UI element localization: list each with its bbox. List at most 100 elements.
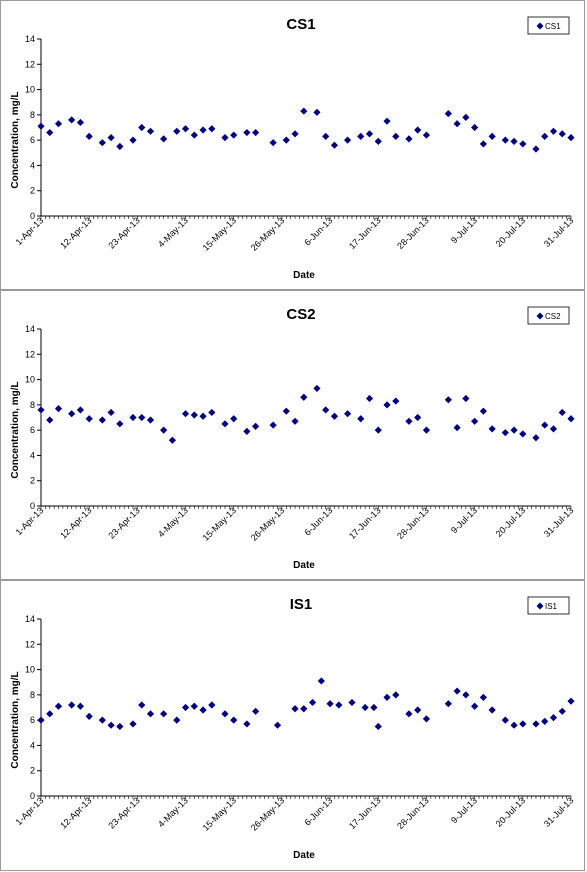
y-tick-label: 10 [25, 85, 35, 95]
data-point [453, 424, 461, 432]
data-point [138, 701, 146, 709]
data-point [510, 721, 518, 729]
legend-marker-icon [536, 602, 544, 610]
x-tick-label: 20-Jul-13 [494, 795, 528, 829]
data-point [221, 420, 229, 428]
y-tick-label: 0 [30, 211, 35, 221]
data-point [330, 412, 339, 420]
x-tick-label: 9-Jul-13 [449, 795, 479, 825]
data-point [558, 408, 566, 417]
chart-panel-is1: IS1 Concentration, mg/L Date 0 2 4 6 8 10 12 14… [0, 580, 585, 871]
data-point [308, 698, 317, 707]
data-point [252, 128, 260, 137]
legend: CS1 [527, 16, 570, 35]
data-point [322, 132, 330, 140]
data-point [160, 710, 168, 718]
data-point [173, 716, 181, 724]
data-point [357, 132, 365, 140]
x-tick-label: 26-May-13 [249, 795, 286, 832]
data-point [85, 712, 93, 720]
chart-svg-cs1: CS1 Concentration, mg/L Date 0 2 4 6 8 10 12 14… [10, 16, 576, 281]
data-point [335, 701, 343, 709]
data-point [252, 422, 260, 430]
data-point [221, 134, 229, 142]
y-axis-title: Concentration, mg/L [10, 381, 21, 478]
y-tick-label: 8 [30, 690, 35, 700]
data-point [444, 700, 452, 708]
data-point [85, 415, 93, 423]
data-point [444, 109, 452, 118]
data-point [199, 126, 207, 134]
data-point [501, 716, 509, 724]
x-tick-label: 4-May-13 [156, 215, 190, 249]
data-point [160, 135, 168, 143]
y-tick-label: 14 [25, 614, 35, 624]
x-tick-label: 6-Jun-13 [302, 795, 334, 827]
data-point [488, 132, 496, 140]
y-axis-label-group: Concentration, mg/L [10, 91, 21, 188]
data-point [181, 125, 190, 133]
x-tick-label: 12-Apr-13 [58, 505, 93, 540]
data-point [54, 405, 63, 413]
data-point [422, 715, 431, 723]
x-tick-label: 23-Apr-13 [106, 505, 141, 540]
data-point [330, 141, 339, 149]
data-point [243, 720, 251, 728]
data-point [208, 701, 216, 709]
x-tick-label: 31-Jul-13 [542, 795, 576, 829]
data-point [392, 132, 400, 140]
legend-box [527, 16, 570, 35]
data-point [46, 128, 54, 137]
data-point [374, 137, 382, 146]
legend-label: CS1 [545, 22, 561, 31]
data-point [300, 393, 308, 401]
data-point [46, 416, 54, 424]
y-tick-label: 4 [30, 450, 35, 460]
legend: IS1 [527, 596, 570, 615]
data-point [146, 127, 155, 135]
y-tick-label: 2 [30, 186, 35, 196]
y-tick-label: 8 [30, 110, 35, 120]
data-point [208, 408, 216, 417]
data-point [300, 705, 308, 713]
legend: CS2 [527, 306, 570, 325]
legend-label: IS1 [545, 602, 558, 611]
data-point [322, 406, 330, 414]
data-point [291, 130, 299, 138]
data-point [361, 703, 369, 712]
data-point [462, 113, 470, 121]
data-point [374, 426, 382, 434]
data-point [173, 127, 181, 135]
data-point [243, 427, 251, 436]
legend-label: CS2 [545, 312, 561, 321]
data-point [532, 720, 540, 728]
data-point [567, 415, 575, 423]
data-point [317, 677, 325, 685]
x-tick-label: 12-Apr-13 [58, 795, 93, 830]
data-point [558, 707, 566, 715]
data-point [532, 434, 540, 442]
data-point [488, 706, 496, 714]
y-tick-label: 10 [25, 665, 35, 675]
x-tick-label: 23-Apr-13 [106, 795, 141, 830]
data-point [37, 122, 45, 130]
data-point [313, 384, 321, 393]
data-point [374, 722, 382, 731]
y-tick-label: 12 [25, 349, 35, 359]
x-tick-label: 9-Jul-13 [449, 505, 479, 535]
y-tick-label: 12 [25, 59, 35, 69]
y-tick-label: 0 [30, 791, 35, 801]
data-point [519, 140, 527, 148]
legend-marker-icon [536, 312, 544, 320]
y-tick-label: 4 [30, 160, 35, 170]
y-axis-label-group: Concentration, mg/L [10, 381, 21, 478]
x-tick-label: 17-Jun-13 [347, 215, 383, 251]
data-point [532, 145, 540, 153]
data-point [383, 693, 391, 701]
data-point [190, 411, 198, 419]
data-point [291, 705, 299, 713]
data-point [414, 706, 422, 714]
data-point [230, 131, 238, 139]
data-point [76, 702, 85, 710]
